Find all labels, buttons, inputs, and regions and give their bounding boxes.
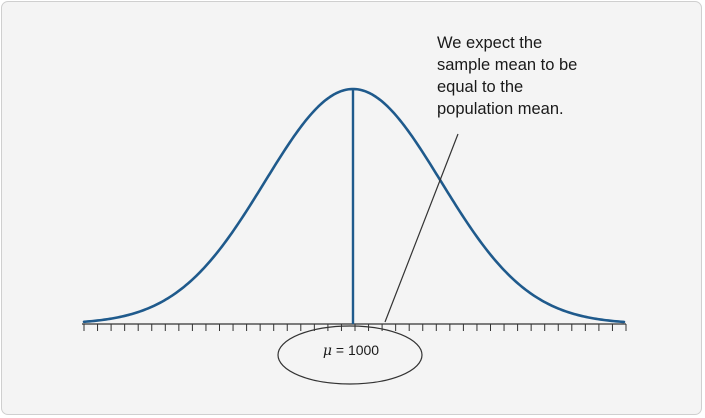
callout-line-1: We expect the — [437, 34, 543, 52]
mu-symbol: μ — [322, 343, 332, 359]
callout-pointer-line — [384, 133, 459, 323]
callout-text: We expect the sample mean to be equal to… — [437, 32, 637, 120]
callout-line-3: equal to the — [437, 78, 524, 96]
mean-ellipse — [277, 325, 423, 385]
population-mean-label: μ = 1000 — [278, 342, 424, 359]
callout-line-2: sample mean to be — [437, 56, 578, 74]
mean-value: 1000 — [347, 342, 380, 358]
axis-ticks — [83, 324, 627, 331]
mean-equals-sign: = — [331, 342, 348, 358]
callout-line-4: population mean. — [437, 100, 564, 118]
